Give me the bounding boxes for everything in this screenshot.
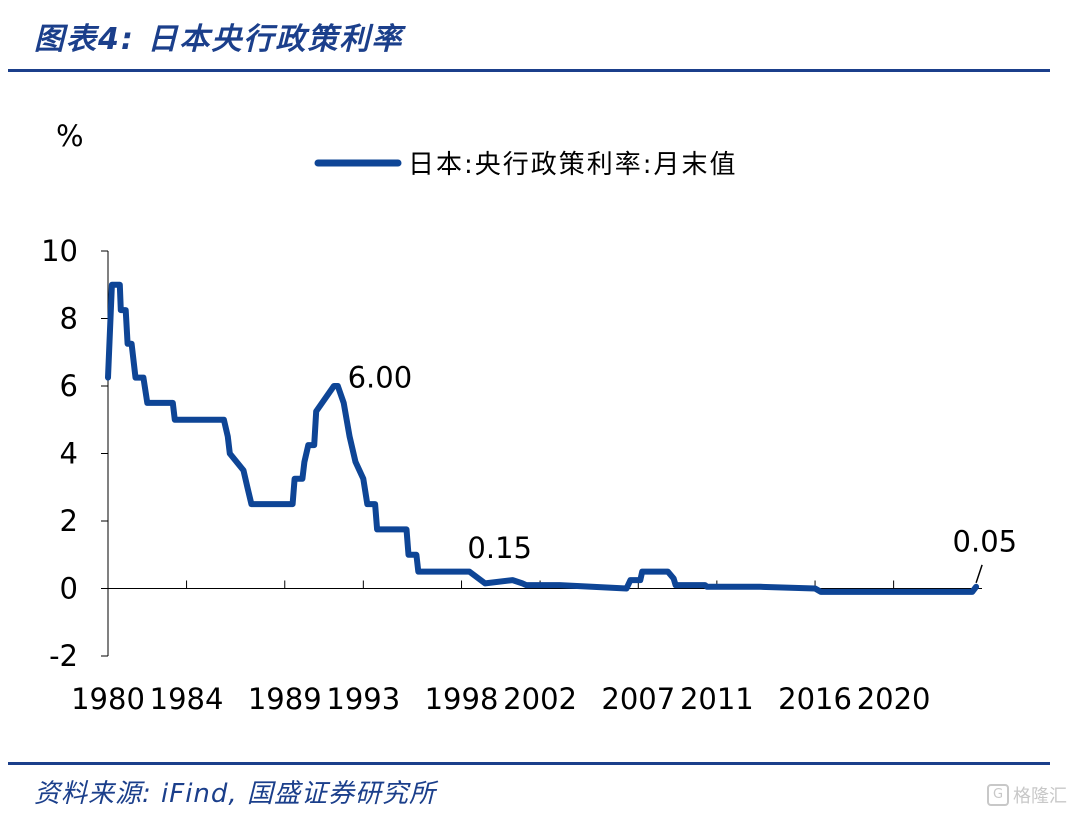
watermark-text: 格隆汇 xyxy=(1013,786,1067,807)
x-tick-label: 2016 xyxy=(778,682,852,716)
figure-title: 图表4: 日本央行政策利率 xyxy=(34,22,404,57)
annotation-leader xyxy=(975,564,983,584)
watermark: G 格隆汇 xyxy=(987,782,1067,808)
value-annotation: 0.15 xyxy=(467,531,532,565)
y-tick-label: 4 xyxy=(60,437,78,471)
x-tick-label: 1989 xyxy=(248,682,322,716)
y-tick-label: 0 xyxy=(60,572,78,606)
axes xyxy=(101,250,982,657)
series-group xyxy=(105,281,980,595)
y-axis-unit: % xyxy=(56,119,84,153)
y-tick-label: -2 xyxy=(49,639,78,673)
x-tick-label: 2002 xyxy=(503,682,577,716)
legend: 日本:央行政策利率:月末值 xyxy=(314,150,738,180)
source-note: 资料来源: iFind, 国盛证券研究所 xyxy=(34,779,436,809)
annotations: 6.00 0.15 0.05 xyxy=(348,361,1018,584)
value-annotation: 0.05 xyxy=(953,524,1018,558)
x-tick-label: 1993 xyxy=(326,682,400,716)
series-line xyxy=(105,281,980,595)
x-tick-label: 2020 xyxy=(857,682,931,716)
title-rule xyxy=(8,69,1050,72)
legend-label: 日本:央行政策利率:月末值 xyxy=(408,150,738,180)
y-tick-label: 8 xyxy=(60,302,78,336)
y-tick-label: 6 xyxy=(60,369,78,403)
y-tick-label: 10 xyxy=(41,234,78,268)
watermark-logo-icon: G xyxy=(987,784,1009,806)
x-tick-label: 1984 xyxy=(150,682,224,716)
footer-rule xyxy=(8,762,1050,765)
y-tick-label: 2 xyxy=(60,504,78,538)
x-tick-label: 1980 xyxy=(71,682,145,716)
x-tick-label: 1998 xyxy=(425,682,499,716)
x-tick-label: 2011 xyxy=(680,682,754,716)
value-annotation: 6.00 xyxy=(348,361,413,395)
x-tick-label: 2007 xyxy=(601,682,675,716)
